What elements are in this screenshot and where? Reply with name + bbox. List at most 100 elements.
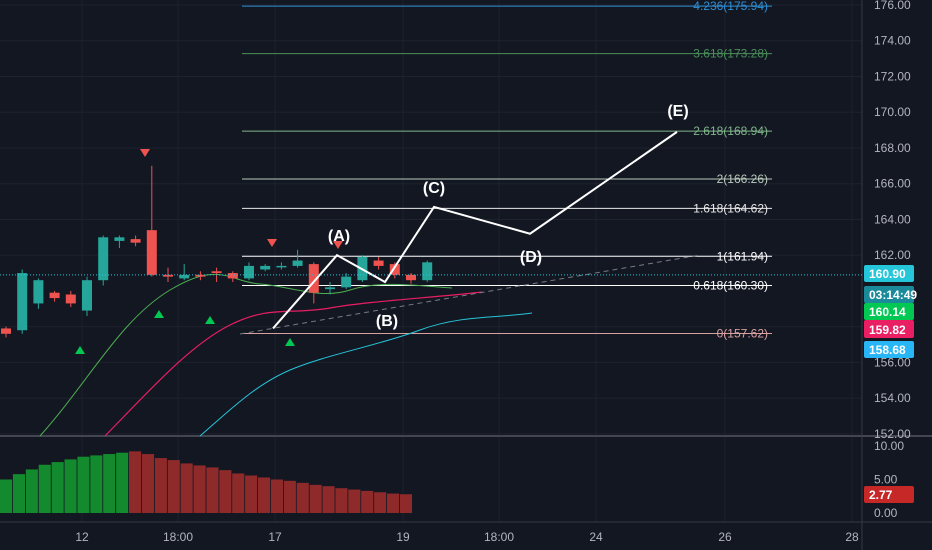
candle-body (130, 239, 141, 243)
histogram-bar (180, 463, 193, 513)
elliott-wave-drawing[interactable]: (A) (B) (C) (D) (E) (272, 103, 689, 330)
candle-body (49, 292, 60, 299)
wave-label-a: (A) (328, 228, 350, 245)
histogram-bar (283, 480, 296, 513)
sell-signal-icon (333, 241, 343, 249)
indicator-value-tag-bg (864, 486, 914, 503)
sell-signal-icon (140, 149, 150, 157)
time-axis-label: 28 (845, 530, 859, 544)
candle-body (114, 237, 125, 241)
candle-body (373, 260, 384, 266)
candle-body (308, 264, 319, 293)
price-axis-label: 168.00 (874, 141, 911, 155)
indicator-axis-label: 0.00 (874, 506, 898, 520)
candle-body (195, 274, 206, 277)
histogram-bar (64, 459, 77, 513)
histogram-bar (361, 490, 374, 513)
price-axis-label: 166.00 (874, 177, 911, 191)
candle-body (211, 271, 222, 274)
candle-body (163, 274, 173, 277)
price-axis-label: 156.00 (874, 355, 911, 369)
price-axis-label: 174.00 (874, 34, 911, 48)
histogram-bar (387, 493, 400, 513)
fib-level-label: 1(161.94) (717, 249, 768, 263)
histogram-bar (129, 451, 142, 513)
candle-body (260, 265, 271, 270)
candle-body (325, 287, 335, 290)
histogram-bar (219, 470, 232, 513)
time-axis-label: 24 (589, 530, 603, 544)
indicator-value-tag: 2.77 (869, 488, 893, 502)
histogram-bar (270, 479, 283, 513)
candle-body (276, 265, 287, 268)
signal-markers (75, 149, 343, 354)
histogram-bar (141, 454, 154, 513)
wave-label-d: (D) (520, 249, 542, 266)
green-ma-tag-bg (864, 303, 914, 320)
buy-signal-icon (285, 338, 295, 346)
price-tags: 160.90 03:14:49 160.14 159.82 158.68 2.77 (0, 265, 917, 503)
price-axis-label: 170.00 (874, 105, 911, 119)
wave-label-c: (C) (423, 180, 445, 197)
red-ma-tag: 159.82 (869, 323, 906, 337)
histogram-bar (335, 488, 348, 513)
fib-extension-tool[interactable]: 4.236(175.94) 3.618(173.28) 2.618(168.94) 2… (242, 0, 772, 340)
candle-body (179, 274, 190, 279)
candle-body (146, 230, 157, 275)
candle-body (292, 260, 303, 266)
price-axis-label: 172.00 (874, 69, 911, 83)
time-axis-label: 18:00 (484, 530, 514, 544)
histogram-bar (12, 474, 25, 513)
blue-ma-tag-bg (864, 341, 914, 358)
candle-body (406, 274, 416, 281)
time-axis-label: 19 (396, 530, 410, 544)
histogram-bar (167, 460, 180, 513)
candle-body (422, 262, 433, 281)
price-axis-label: 152.00 (874, 427, 911, 441)
price-axis-label: 164.00 (874, 212, 911, 226)
candle-body (82, 280, 92, 311)
candle-body (341, 276, 352, 288)
fib-level-label: 4.236(175.94) (693, 0, 768, 13)
candle-body (244, 265, 254, 279)
moving-averages (39, 254, 701, 437)
buy-signal-icon (75, 346, 85, 354)
fib-level-label: 0(157.62) (717, 326, 768, 340)
sell-signal-icon (267, 239, 277, 247)
time-axis-label: 12 (75, 530, 89, 544)
time-axis-label: 17 (268, 530, 282, 544)
indicator-axis-label: 10.00 (874, 439, 904, 453)
fib-level-label: 2.618(168.94) (693, 124, 768, 138)
countdown-tag-bg (864, 286, 914, 303)
histogram-bar (154, 458, 167, 513)
histogram-bar (348, 489, 361, 513)
candle-body (98, 237, 109, 281)
price-axis-label: 154.00 (874, 391, 911, 405)
histogram-bar (38, 464, 51, 513)
histogram-bar (51, 462, 64, 513)
time-axis-label: 26 (718, 530, 732, 544)
histogram-bar (258, 477, 271, 513)
histogram-bar (25, 469, 38, 513)
fib-level-label: 0.618(160.30) (693, 279, 768, 293)
price-axis-label: 176.00 (874, 0, 911, 12)
blue-ma-line (199, 312, 533, 437)
histogram-bar (296, 482, 309, 513)
wave-label-b: (B) (376, 313, 398, 330)
histogram-bar (90, 455, 103, 513)
blue-ma-tag: 158.68 (869, 343, 906, 357)
histogram-bar (0, 479, 13, 513)
indicator-axis-label: 5.00 (874, 473, 898, 487)
countdown-tag: 03:14:49 (869, 288, 917, 302)
histogram-bar (399, 494, 412, 513)
price-axis-label: 162.00 (874, 248, 911, 262)
wave-label-e: (E) (667, 103, 688, 120)
buy-signal-icon (205, 316, 215, 324)
candle-body (1, 328, 11, 334)
price-and-time-axes[interactable]: 176.00174.00172.00170.00168.00166.00164.… (75, 0, 911, 544)
red-ma-tag-bg (864, 320, 914, 338)
candle-body (65, 294, 76, 304)
histogram-bar (374, 492, 387, 513)
